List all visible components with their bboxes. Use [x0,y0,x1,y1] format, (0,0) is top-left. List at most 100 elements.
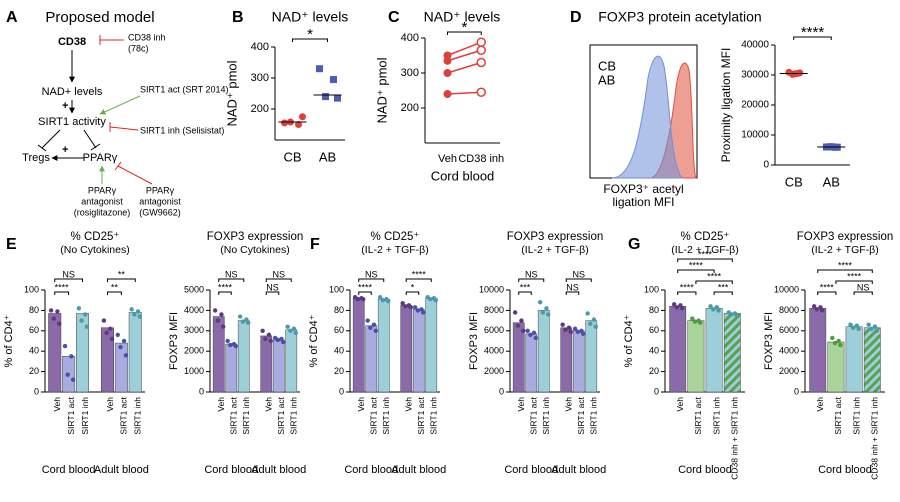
group-label: Cord blood [678,464,732,476]
significance-label: NS [572,269,585,279]
y-tick-label: 20 [29,366,39,376]
point [373,328,378,333]
x-tick-label: SIRT1 act [416,396,426,434]
chart-title: FOXP3 expression [507,231,604,243]
significance-label: ** [118,269,126,279]
point [84,324,90,329]
modulator: antagonist [139,196,181,206]
y-axis-label: NAD⁺ pmol [224,60,239,126]
bar [225,343,238,393]
point [215,318,221,323]
y-tick-label: 60 [334,325,344,335]
significance-bracket [518,278,545,282]
x-axis-label: ligation MFI [612,195,674,209]
point [377,294,383,300]
point [585,311,590,316]
diagram: A Proposed model CD38 NAD+ levels SIRT1 … [6,9,229,217]
sign: + [62,100,68,112]
point [219,312,224,317]
point [412,305,418,310]
significance-label: **** [820,282,835,292]
group-label: Cord blood [818,464,872,476]
x-tick-label: CD38 inh + SIRT1 inh [870,397,880,480]
group-label: Adult blood [551,464,606,476]
inhibit [83,129,101,151]
point [716,308,721,313]
inhibit [99,35,124,45]
y-tick-label: 300 [251,72,269,84]
point [568,329,573,335]
group-label: Adult blood [251,464,306,476]
significance-bracket [218,291,232,295]
panel-letter: A [6,9,18,26]
point [361,296,366,302]
y-tick-label: 0 [499,386,504,396]
x-tick-label: SIRT1 inh [289,397,299,435]
point [285,324,290,329]
point [443,69,452,77]
point [476,87,486,97]
y-tick-label: 20 [334,366,344,376]
group-label: Cord blood [344,464,398,476]
point [710,307,716,312]
chart-subtitle: (No Cytokines) [220,244,289,256]
bar [101,327,114,393]
significance-bracket [853,291,873,295]
point [355,296,361,302]
modulator: (rosiglitazone) [74,207,131,217]
x-tick-label: SIRT1 act [276,396,286,434]
significance-label: **** [801,24,825,41]
significance-bracket [677,291,697,295]
y-tick-label: 0 [34,386,39,396]
bar [669,306,687,393]
x-tick-label: AB [823,174,840,189]
y-tick-label: 10000 [741,130,769,141]
point [443,90,452,98]
point [132,312,137,317]
x-tick-label: Veh [356,397,366,412]
bar [705,308,723,393]
bar [560,327,573,393]
point [79,318,84,323]
significance-bracket [54,291,70,295]
y-tick-label: 40 [334,346,344,356]
significance-bracket [54,278,83,282]
y-tick-label: 0 [339,386,344,396]
point [415,308,421,313]
y-tick-label: 80 [29,305,39,315]
inhibit [37,129,61,152]
point [814,307,820,312]
point [101,318,107,323]
point [476,45,486,55]
y-tick-label: 400 [401,32,419,44]
y-tick-label: 6000 [484,325,504,335]
x-tick-label: CB [283,149,301,164]
point [48,308,54,313]
point [400,301,405,306]
y-tick-label: 10000 [774,284,799,294]
point [330,76,337,84]
node: NAD+ levels [42,86,103,98]
x-tick-label: Veh [438,153,457,165]
y-tick-label: 10000 [479,284,504,294]
chart-subtitle: (No Cytokines) [60,244,129,256]
point [268,338,273,344]
x-tick-label: SIRT1 act [833,396,843,434]
y-tick-label: 80 [649,305,659,315]
point [820,308,825,313]
x-tick-label: Veh [675,397,685,412]
significance-bracket [835,280,873,284]
group-label: Cord blood [504,464,558,476]
point [476,37,486,47]
significance-label: NS [365,269,378,279]
point [118,344,123,350]
modulator: SIRT1 inh (Selisistat) [140,125,224,135]
x-axis-label: FOXP3⁺ acetyl [603,182,683,196]
y-tick-label: 300 [401,67,419,79]
bar [76,313,89,393]
point [593,324,598,329]
x-tick-label: SIRT1 inh [851,397,861,435]
y-tick-label: 5000 [184,284,204,294]
histogram-curve [611,55,684,179]
point [240,319,246,324]
